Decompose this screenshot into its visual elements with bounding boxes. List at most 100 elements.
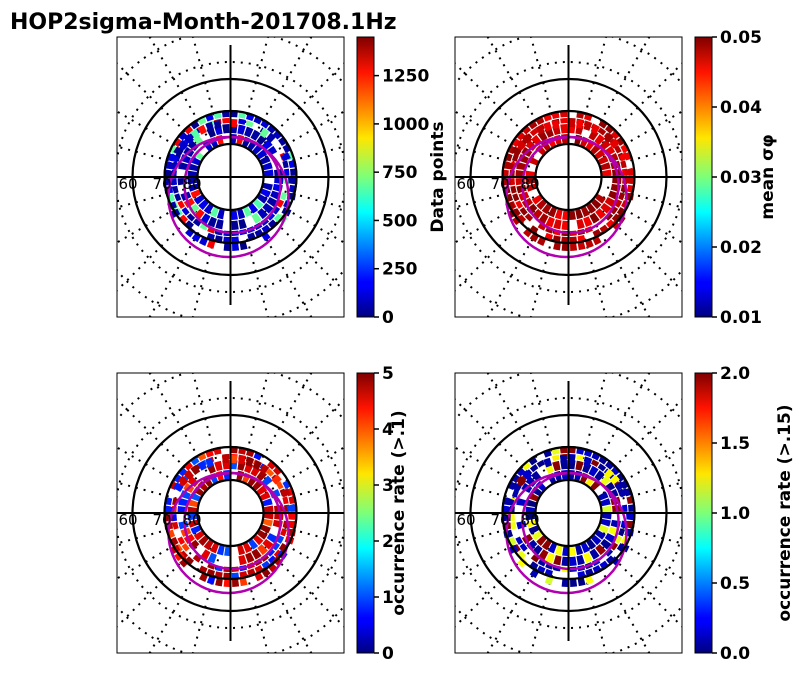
heat-cell — [266, 196, 278, 208]
heat-cell — [184, 220, 194, 231]
heat-cell — [215, 577, 223, 587]
heat-cell — [561, 556, 569, 566]
heat-cell — [207, 552, 217, 564]
heat-cell — [187, 170, 197, 177]
lat-label: 60 — [457, 175, 476, 193]
panel-data-points: 60 70 80 0 250 500 750 1000 1250 Data points — [116, 36, 448, 328]
heat-cell — [260, 188, 271, 198]
heat-cell — [188, 539, 200, 551]
heat-cell — [276, 199, 285, 208]
heat-cell — [173, 146, 184, 156]
heat-cell — [610, 542, 619, 551]
heat-cell — [621, 504, 628, 512]
heat-cell — [569, 210, 576, 220]
heat-cell — [575, 208, 584, 220]
heat-cell — [177, 536, 186, 545]
dotted-meridian — [596, 62, 682, 150]
heat-cell — [603, 132, 614, 143]
heat-cell — [586, 203, 597, 214]
dotted-meridian — [117, 110, 197, 158]
heat-cell — [262, 162, 273, 171]
heat-cell — [601, 169, 612, 177]
heat-cell — [600, 498, 611, 507]
heat-cell — [536, 199, 547, 210]
colorbar-tick-label: 0.5 — [720, 574, 750, 594]
heat-cell — [624, 167, 634, 176]
plot-area: 60 70 80 — [455, 37, 682, 317]
dotted-meridian — [602, 532, 682, 580]
colorbar-tick-label: 500 — [382, 211, 418, 231]
heat-cell — [531, 530, 543, 541]
dotted-meridian — [455, 110, 535, 158]
heat-cell — [541, 539, 552, 551]
heat-cell — [244, 126, 254, 138]
dotted-meridian — [148, 211, 212, 317]
heat-cell — [190, 128, 201, 139]
heat-cell — [252, 460, 262, 471]
heat-cell — [580, 542, 590, 554]
heat-cell — [280, 488, 291, 498]
heat-cell — [216, 545, 225, 556]
heat-cell — [535, 124, 545, 135]
heat-cell — [604, 532, 616, 544]
heat-cell — [576, 119, 584, 129]
heat-cell — [223, 242, 231, 251]
heat-cell — [601, 505, 612, 513]
heat-cell — [515, 536, 524, 545]
heat-cell — [238, 218, 247, 230]
colorbar-tick-label: 0.0 — [720, 644, 750, 664]
dotted-meridian — [486, 37, 550, 143]
heat-cell — [568, 119, 576, 128]
colorbar-label: occurrence rate (>.15) — [775, 404, 795, 621]
dotted-meridian — [239, 551, 270, 653]
heat-cell — [600, 202, 612, 214]
heat-cell — [253, 534, 264, 546]
dotted-meridian — [117, 398, 203, 486]
heat-cell — [238, 554, 247, 566]
heat-cell — [594, 134, 606, 146]
colorbar-tick-label: 1.0 — [720, 504, 750, 524]
heat-cell — [609, 474, 620, 485]
colorbar-tick-label: 0.04 — [720, 98, 762, 118]
heat-cell — [178, 139, 189, 150]
heat-cell — [535, 480, 546, 492]
heat-cell — [171, 178, 178, 186]
heat-cell — [187, 177, 198, 185]
heat-cell — [521, 469, 532, 480]
dotted-meridian — [264, 446, 344, 494]
heat-cell — [215, 219, 224, 230]
heat-cell — [251, 548, 262, 560]
colorbar — [356, 36, 375, 318]
heat-cell — [169, 153, 180, 163]
heat-cell — [166, 161, 177, 170]
heat-cell — [605, 123, 615, 134]
heat-cell — [602, 513, 612, 520]
heat-cell — [547, 542, 557, 554]
dotted-meridian — [117, 532, 197, 580]
heat-cell — [525, 170, 535, 177]
heat-cell — [595, 208, 606, 220]
heat-cell — [262, 498, 273, 507]
heat-cell — [603, 468, 614, 479]
heat-cell — [275, 481, 284, 490]
heat-cell — [580, 206, 590, 218]
heat-cell — [179, 557, 190, 568]
dotted-meridian — [486, 373, 550, 479]
heat-cell — [223, 578, 231, 587]
panel-frame — [116, 36, 345, 318]
lat-label: 60 — [119, 511, 138, 529]
heat-cell — [590, 459, 600, 467]
dotted-meridian — [577, 215, 608, 317]
dotted-meridian — [529, 215, 560, 317]
lat-label: 60 — [457, 511, 476, 529]
heat-cell — [238, 118, 246, 125]
heat-cell — [590, 124, 600, 135]
heat-cell — [583, 121, 593, 131]
heat-cell — [266, 548, 276, 557]
dotted-meridian — [577, 551, 608, 653]
heat-cell — [282, 496, 289, 505]
heat-cell — [280, 192, 288, 201]
heat-cell — [589, 548, 600, 560]
heat-cell — [547, 206, 557, 218]
